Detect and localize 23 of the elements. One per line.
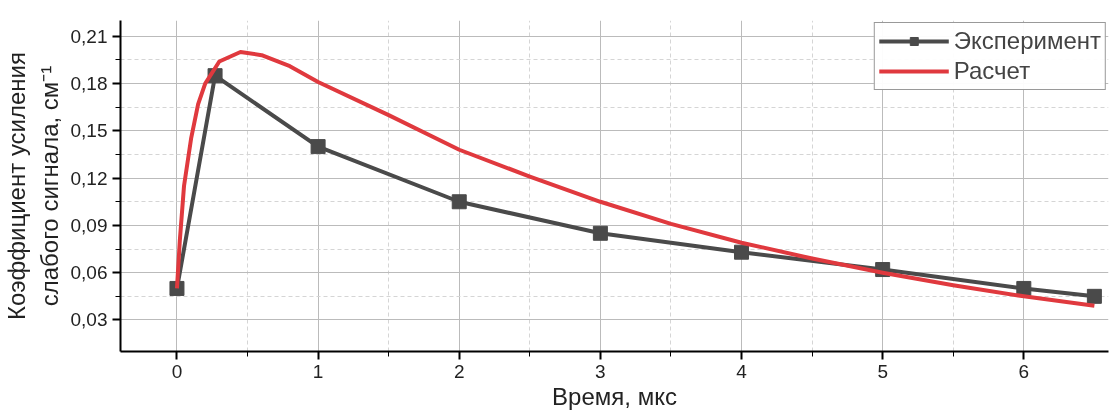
x-tick-label: 0 — [171, 360, 183, 382]
point — [592, 225, 608, 241]
x-tick-label: 3 — [595, 360, 606, 382]
x-tick-label: 5 — [877, 360, 888, 382]
x-tick-label: 4 — [736, 360, 748, 382]
x-tick-label: 2 — [453, 360, 465, 382]
y-tick-label: 0,06 — [70, 262, 108, 284]
point — [734, 244, 750, 260]
x-tick-label: 6 — [1018, 360, 1030, 382]
point — [310, 139, 326, 155]
legend-label: Эксперимент — [953, 27, 1101, 55]
y-tick-label: 0,21 — [70, 25, 108, 47]
x-tick-label: 1 — [312, 360, 324, 382]
point — [1086, 288, 1102, 304]
y-tick-label: 0,03 — [70, 309, 108, 331]
point — [451, 194, 467, 210]
x-axis-title: Время, мкс — [552, 382, 677, 410]
y-tick-label: 0,15 — [70, 120, 108, 142]
legend-label: Расчет — [953, 57, 1031, 85]
y-tick-label: 0,09 — [70, 214, 108, 236]
y-tick-label: 0,12 — [70, 167, 108, 189]
y-tick-label: 0,18 — [70, 73, 108, 95]
y-axis-title: Коэффициент усиления слабого сигнала, см⁻¹ — [3, 51, 63, 321]
